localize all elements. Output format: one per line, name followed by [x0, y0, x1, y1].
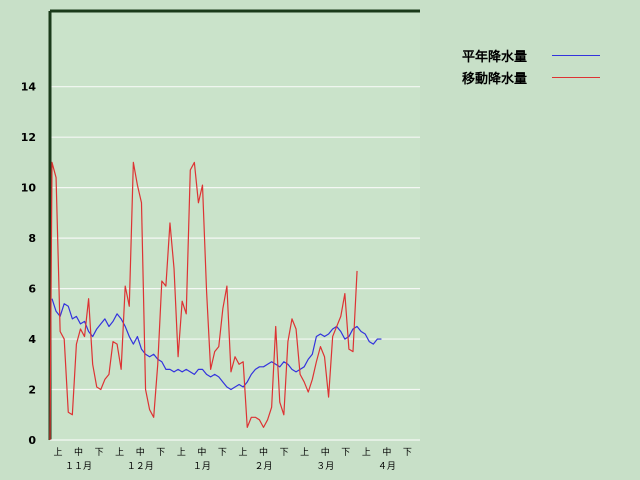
plot-area	[50, 11, 420, 440]
legend-swatch	[552, 55, 600, 56]
legend-swatch	[552, 77, 600, 78]
month-label: １２月	[127, 461, 154, 472]
x-tick-label: 上	[115, 447, 124, 458]
series-line	[49, 161, 358, 441]
x-tick-label: 上	[238, 447, 247, 458]
y-tick-label: 6	[28, 283, 36, 296]
x-tick-label: 中	[382, 446, 391, 458]
month-label: １月	[193, 461, 211, 472]
legend: 平年降水量 移動降水量	[462, 44, 622, 88]
month-label: ３月	[316, 461, 334, 472]
x-tick-label: 下	[95, 448, 104, 458]
month-label: ２月	[255, 461, 273, 472]
y-tick-label: 10	[21, 182, 37, 195]
y-tick-label: 4	[28, 333, 36, 346]
month-label: ４月	[378, 461, 396, 472]
legend-label: 移動降水量	[462, 72, 528, 87]
legend-label: 平年降水量	[462, 50, 528, 65]
y-tick-label: 14	[21, 81, 37, 94]
y-tick-label: 12	[21, 131, 36, 144]
x-tick-label: 上	[53, 447, 62, 458]
y-tick-label: 0	[28, 434, 36, 447]
y-tick-label: 8	[28, 232, 36, 245]
x-tick-label: 下	[280, 448, 289, 458]
x-tick-label: 下	[218, 448, 227, 458]
x-tick-label: 上	[177, 447, 186, 458]
x-tick-label: 中	[259, 446, 268, 458]
x-tick-label: 上	[362, 447, 371, 458]
month-label: １１月	[65, 461, 92, 472]
x-tick-label: 下	[156, 448, 165, 458]
x-tick-label: 下	[403, 448, 412, 458]
x-tick-label: 中	[197, 446, 206, 458]
legend-item: 平年降水量	[462, 44, 622, 66]
y-tick-label: 2	[28, 384, 36, 397]
x-tick-label: 中	[136, 446, 145, 458]
legend-item: 移動降水量	[462, 66, 622, 88]
x-tick-label: 下	[341, 448, 350, 458]
x-tick-label: 中	[74, 446, 83, 458]
x-tick-label: 中	[321, 446, 330, 458]
x-tick-label: 上	[300, 447, 309, 458]
series-line	[51, 298, 382, 391]
